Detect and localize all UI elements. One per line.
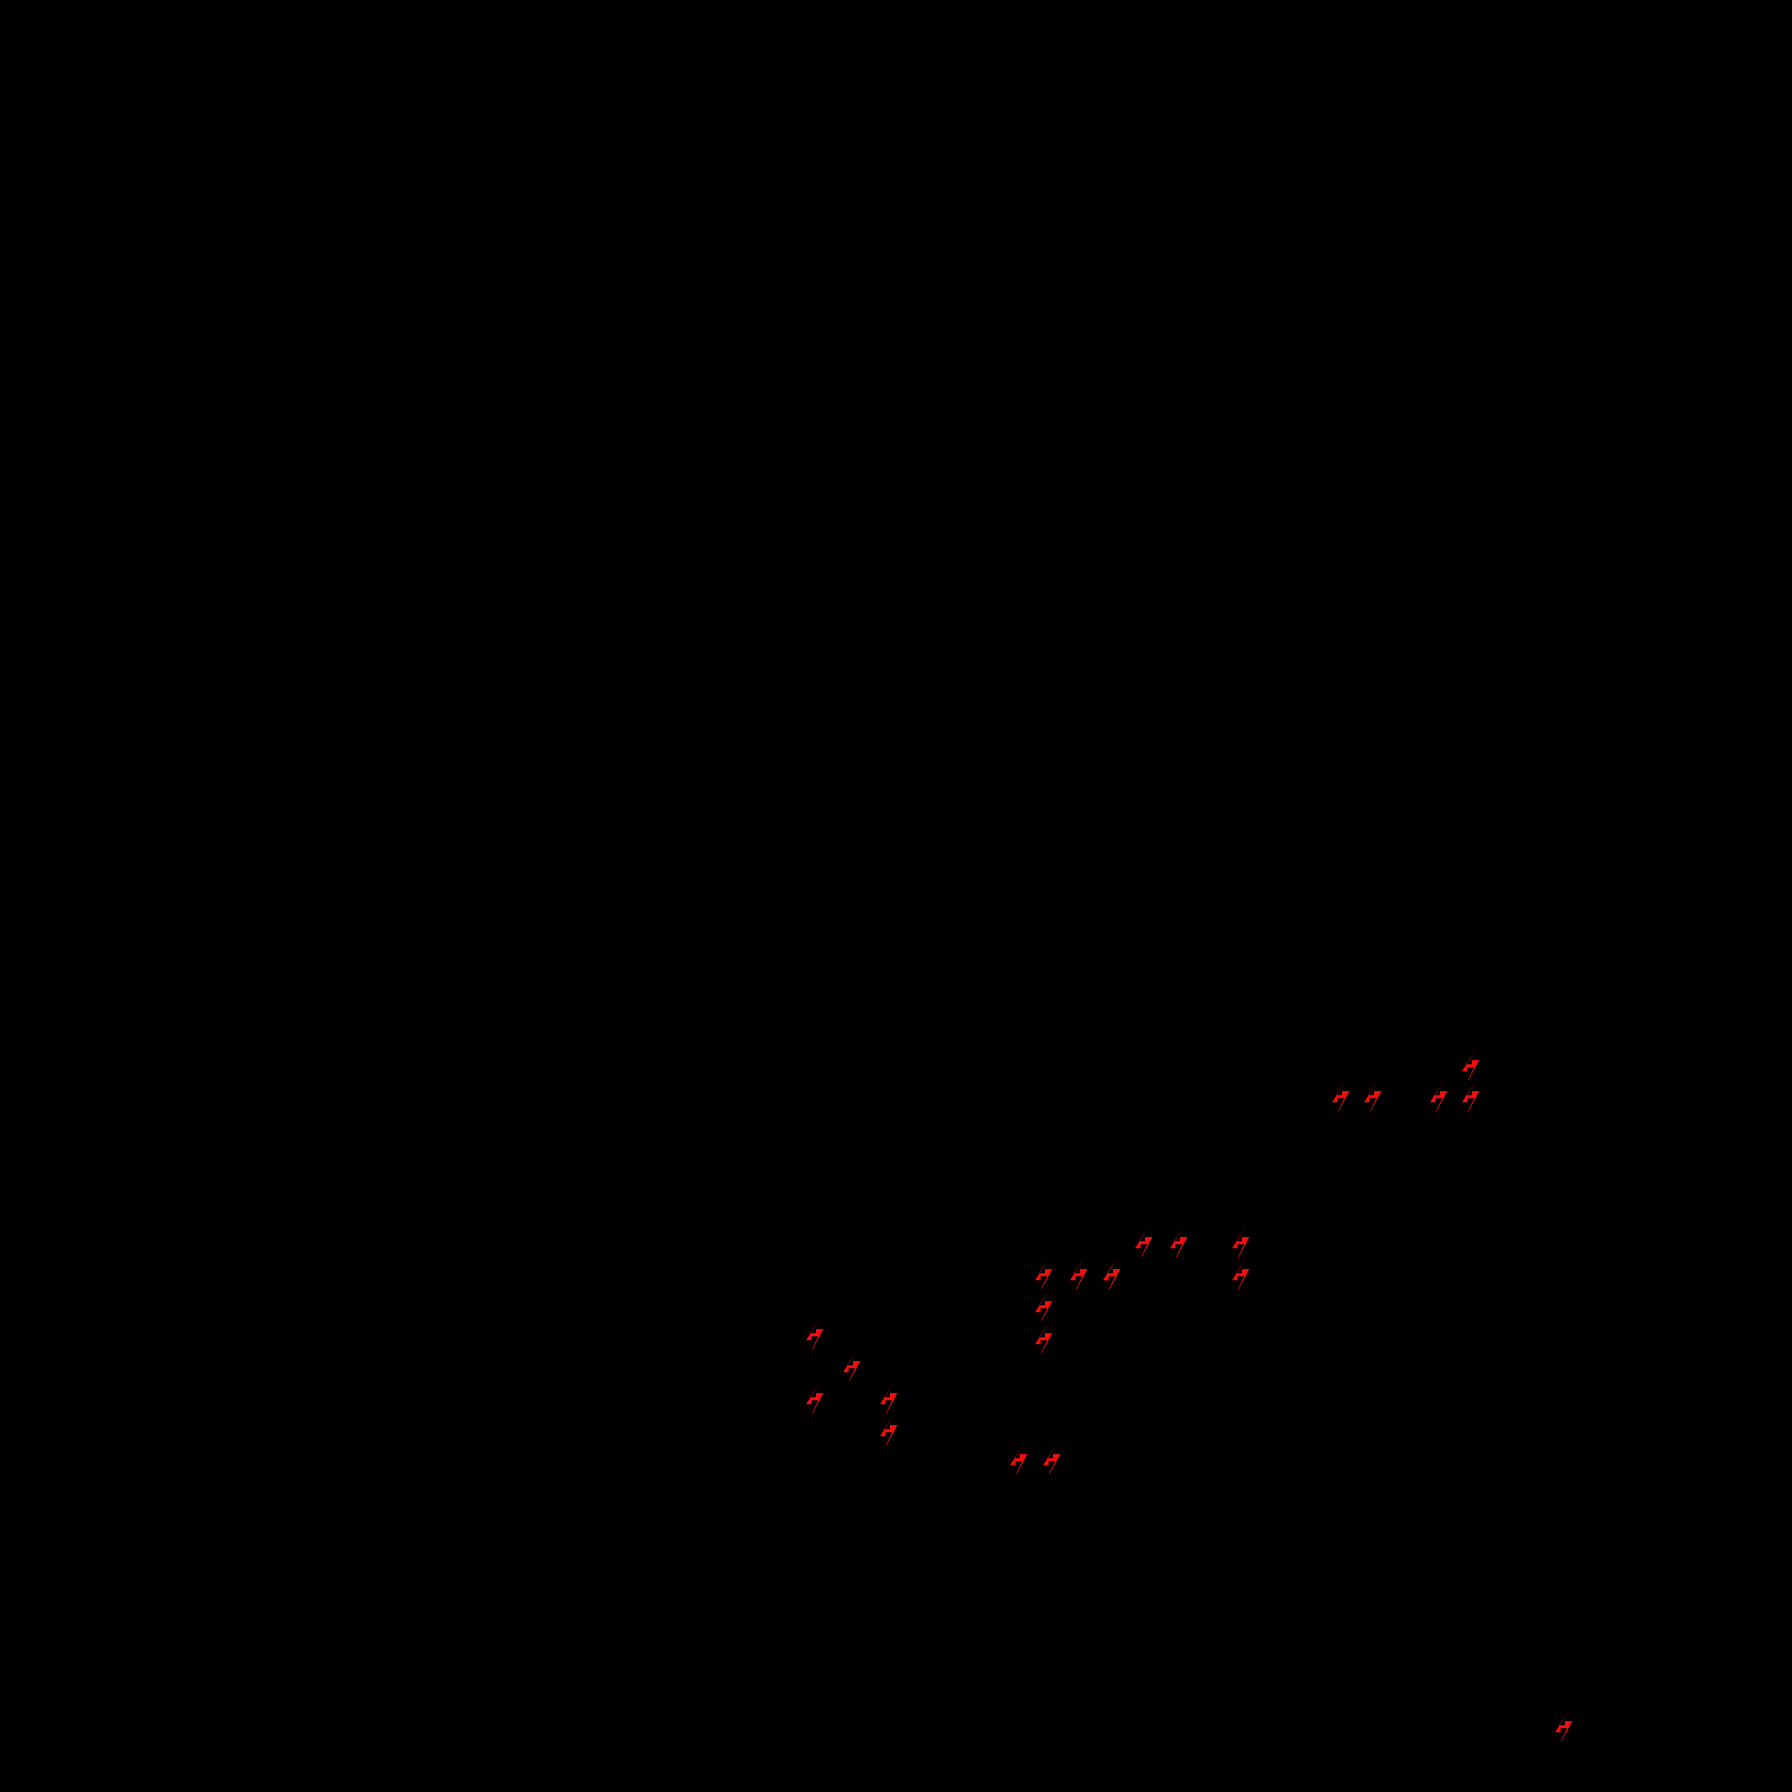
lightning-bolt-icon [1103, 1258, 1124, 1289]
lightning-bolt-icon [1135, 1226, 1156, 1257]
lightning-bolt-icon [1070, 1258, 1091, 1289]
lightning-bolt-icon [806, 1318, 827, 1349]
lightning-bolt-icon [1462, 1049, 1483, 1080]
lightning-bolt-icon [806, 1382, 827, 1413]
lightning-bolt-icon [1035, 1290, 1056, 1321]
lightning-bolt-icon [1462, 1080, 1483, 1111]
lightning-bolt-icon [1430, 1080, 1451, 1111]
lightning-bolt-icon [1364, 1080, 1385, 1111]
lightning-bolt-icon [1043, 1443, 1064, 1474]
lightning-bolt-icon [1232, 1258, 1253, 1289]
lightning-bolt-icon [880, 1414, 901, 1445]
lightning-bolt-icon [843, 1350, 864, 1381]
lightning-bolt-icon [1035, 1322, 1056, 1353]
lightning-bolt-icon [1170, 1226, 1191, 1257]
lightning-bolt-icon [1232, 1226, 1253, 1257]
lightning-bolt-icon [1555, 1710, 1576, 1741]
lightning-bolt-icon [1035, 1258, 1056, 1289]
lightning-bolt-icon [1010, 1443, 1031, 1474]
lightning-bolt-icon [1332, 1080, 1353, 1111]
lightning-bolt-icon [880, 1382, 901, 1413]
